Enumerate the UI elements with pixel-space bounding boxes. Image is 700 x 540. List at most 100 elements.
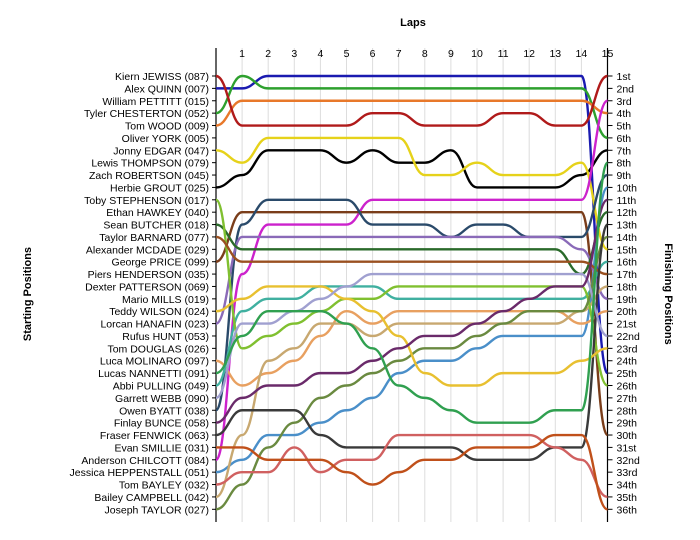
starting-position-label: Anderson CHILCOTT (084): [81, 455, 209, 467]
finishing-position-label: 23rd: [617, 343, 638, 355]
series-line-8: [215, 210, 609, 437]
finishing-position-label: 26th: [617, 381, 638, 393]
finishing-position-label: 9th: [617, 170, 632, 182]
series-line-1: [216, 74, 609, 375]
starting-position-label: Tom BAYLEY (032): [119, 480, 209, 492]
starting-position-label: Owen BYATT (038): [119, 405, 209, 417]
x-axis-title: Laps: [400, 17, 426, 29]
lap-tick-labels: 1 2 3 4 5 6 7 8 9 10 11 12 13 14 15: [239, 48, 613, 60]
finishing-position-label: 32nd: [617, 455, 641, 467]
lap-tick-label: 3: [291, 48, 297, 60]
starting-position-label: Ethan HAWKEY (040): [106, 207, 209, 219]
finishing-position-label: 30th: [617, 430, 638, 442]
series-line-25: [215, 433, 609, 511]
starting-position-label: Tom DOUGLAS (026): [107, 343, 209, 355]
starting-position-label: Taylor BARNARD (077): [99, 232, 209, 244]
lap-tick-label: 12: [523, 48, 535, 60]
starting-position-label: Zach ROBERTSON (045): [89, 170, 209, 182]
series-line-21: [215, 285, 608, 387]
starting-position-label: Oliver YORK (005): [122, 133, 209, 145]
starting-position-label: George PRICE (099): [112, 257, 209, 269]
starting-position-label: Piers HENDERSON (035): [88, 269, 209, 281]
finishing-position-label: 16th: [617, 257, 638, 269]
starting-position-label: Luca MOLINARO (097): [100, 356, 209, 368]
y-axis-title-right: Finishing Positions: [662, 243, 674, 344]
starting-position-label: Tyler CHESTERTON (052): [84, 108, 209, 120]
starting-position-label: Teddy WILSON (024): [109, 306, 209, 318]
series-line-24: [215, 161, 609, 424]
starting-position-label: William PETTITT (015): [102, 96, 209, 108]
series-line-3: [215, 99, 608, 127]
finishing-position-label: 27th: [617, 393, 638, 405]
finishing-position-label: 12th: [617, 207, 638, 219]
series-line-23: [215, 198, 609, 424]
lap-tick-label: 15: [602, 48, 614, 60]
y-axis-title-left: Starting Positions: [22, 247, 34, 341]
series-line-6: [215, 136, 609, 251]
starting-position-label: Abbi PULLING (049): [113, 381, 209, 393]
starting-position-label: Lewis THOMPSON (079): [91, 158, 209, 170]
starting-position-label: Dexter PATTERSON (069): [85, 281, 209, 293]
starting-position-label: Finlay BUNCE (058): [114, 418, 209, 430]
series-line-22: [215, 272, 609, 400]
lap-tick-label: 4: [317, 48, 323, 60]
starting-position-label: Lucas NANNETTI (091): [98, 368, 209, 380]
starting-position-label: Alex QUINN (007): [124, 83, 209, 95]
starting-position-label: Joseph TAYLOR (027): [105, 504, 209, 516]
finishing-position-label: 25th: [617, 368, 638, 380]
finishing-position-label: 18th: [617, 281, 638, 293]
lap-tick-label: 8: [422, 48, 428, 60]
series-line-5: [215, 149, 608, 189]
starting-position-label: Sean BUTCHER (018): [103, 220, 209, 232]
series-line-9: [215, 186, 609, 474]
starting-position-label: Toby STEPHENSON (017): [84, 195, 209, 207]
finishing-position-label: 2nd: [617, 83, 635, 95]
starting-position-label: Kiern JEWISS (087): [115, 71, 209, 83]
starting-position-label: Fraser FENWICK (063): [100, 430, 209, 442]
lap-tick-label: 1: [239, 48, 245, 60]
finishing-position-labels: 1st2nd3rd4th5th6th7th8th9th10th11th12th1…: [607, 71, 641, 516]
finishing-position-label: 35th: [617, 492, 638, 504]
finishing-position-label: 24th: [617, 356, 638, 368]
starting-position-label: Jonny EDGAR (047): [113, 145, 209, 157]
finishing-position-label: 20th: [617, 306, 638, 318]
finishing-position-label: 31st: [617, 442, 637, 454]
series-line-13: [215, 260, 608, 387]
lap-tick-label: 5: [344, 48, 350, 60]
starting-position-label: Herbie GROUT (025): [110, 182, 209, 194]
finishing-position-label: 1st: [617, 71, 631, 83]
lap-tick-label: 9: [448, 48, 454, 60]
finishing-position-label: 28th: [617, 405, 638, 417]
series-line-16: [214, 198, 609, 387]
starting-position-label: Bailey CAMPBELL (042): [94, 492, 209, 504]
finishing-position-label: 29th: [617, 418, 638, 430]
finishing-position-label: 34th: [617, 480, 638, 492]
finishing-position-label: 33rd: [617, 467, 638, 479]
lap-tick-label: 6: [370, 48, 376, 60]
finishing-position-label: 8th: [617, 158, 632, 170]
series-line-12: [215, 235, 608, 325]
starting-position-label: Garrett WEBB (090): [115, 393, 209, 405]
finishing-position-label: 19th: [617, 294, 638, 306]
finishing-position-label: 17th: [617, 269, 638, 281]
finishing-position-label: 5th: [617, 121, 632, 133]
finishing-position-label: 13th: [617, 220, 638, 232]
finishing-position-label: 14th: [617, 232, 638, 244]
series-line-4: [215, 74, 608, 127]
finishing-position-label: 4th: [617, 108, 632, 120]
finishing-position-label: 22nd: [617, 331, 641, 343]
series-line-2: [215, 74, 608, 140]
starting-position-label: Evan SMILLIE (031): [114, 442, 209, 454]
starting-position-label: Lorcan HANAFIN (023): [100, 319, 209, 331]
series-line-10: [214, 173, 609, 412]
starting-position-label: Rufus HUNT (053): [122, 331, 209, 343]
starting-position-label: Mario MILLS (019): [122, 294, 209, 306]
finishing-position-label: 7th: [617, 145, 632, 157]
lap-tick-label: 13: [549, 48, 561, 60]
starting-position-label: Tom WOOD (009): [125, 121, 209, 133]
series-line-14: [215, 210, 609, 276]
series-line-17: [215, 235, 608, 276]
lap-tick-label: 14: [576, 48, 588, 60]
series-line-7: [214, 99, 609, 461]
